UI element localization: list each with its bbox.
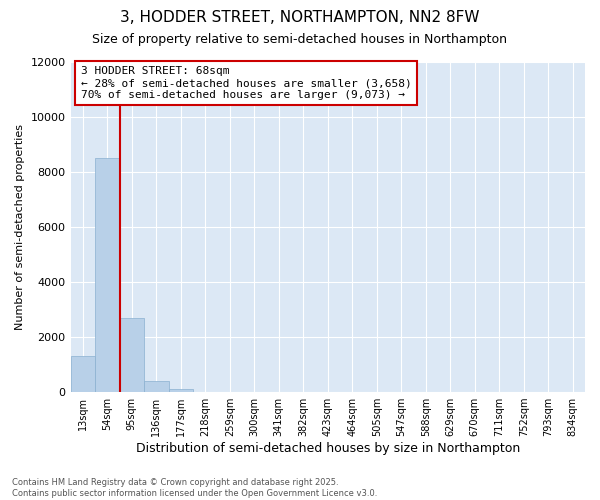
Text: Size of property relative to semi-detached houses in Northampton: Size of property relative to semi-detach…: [92, 32, 508, 46]
Text: 3, HODDER STREET, NORTHAMPTON, NN2 8FW: 3, HODDER STREET, NORTHAMPTON, NN2 8FW: [120, 10, 480, 25]
Bar: [71, 356, 95, 392]
Bar: [144, 381, 169, 392]
Bar: [95, 158, 119, 392]
Y-axis label: Number of semi-detached properties: Number of semi-detached properties: [15, 124, 25, 330]
Bar: [119, 318, 144, 392]
X-axis label: Distribution of semi-detached houses by size in Northampton: Distribution of semi-detached houses by …: [136, 442, 520, 455]
Bar: [169, 390, 193, 392]
Text: 3 HODDER STREET: 68sqm
← 28% of semi-detached houses are smaller (3,658)
70% of : 3 HODDER STREET: 68sqm ← 28% of semi-det…: [81, 66, 412, 100]
Text: Contains HM Land Registry data © Crown copyright and database right 2025.
Contai: Contains HM Land Registry data © Crown c…: [12, 478, 377, 498]
